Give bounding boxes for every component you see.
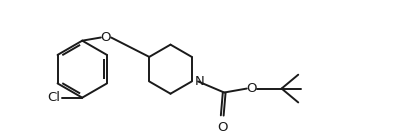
Text: N: N	[195, 75, 204, 88]
Text: O: O	[247, 82, 257, 95]
Text: O: O	[101, 31, 111, 44]
Text: O: O	[217, 121, 228, 134]
Text: Cl: Cl	[47, 91, 60, 104]
